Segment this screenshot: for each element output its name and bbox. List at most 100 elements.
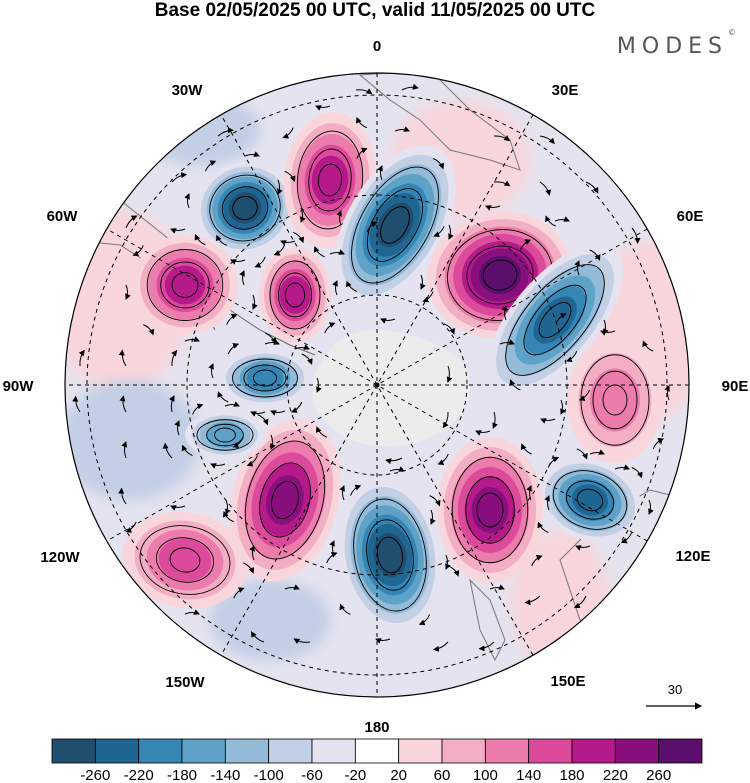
wind-arrow-66: [375, 638, 391, 644]
wind-arrow-12: [277, 179, 283, 195]
wind-vectors: [72, 83, 670, 652]
wind-arrow-146: [524, 595, 541, 606]
colorbar-swatch-2: [138, 738, 183, 764]
wind-arrow-47: [642, 340, 654, 352]
wind-arrow-44: [560, 399, 566, 415]
wind-arrow-89: [246, 455, 258, 467]
wind-arrow-112: [332, 280, 338, 296]
wind-arrow-28: [420, 274, 426, 290]
latitude-circle-outer: [86, 94, 668, 676]
wind-arrow-6: [244, 151, 260, 157]
colorbar-swatch-5: [268, 738, 313, 764]
wind-arrow-27: [443, 323, 455, 335]
wind-arrow-121: [72, 395, 81, 413]
lon-label-0: 0: [373, 38, 381, 55]
wind-arrow-24: [574, 260, 580, 276]
wind-arrow-45: [565, 351, 578, 363]
wind-arrow-31: [545, 215, 557, 227]
lon-label-120w: 120W: [40, 549, 80, 566]
wind-arrow-97: [290, 401, 303, 413]
wind-arrow-51: [537, 521, 549, 533]
wind-arrow-0: [300, 207, 306, 223]
anomaly-negative-15E: [334, 145, 456, 305]
wind-arrow-137: [446, 365, 453, 383]
brand-name: MODES: [616, 34, 728, 59]
wind-arrow-127: [171, 172, 188, 183]
wind-arrow-26: [499, 339, 515, 345]
lon-label-120e: 120E: [675, 548, 710, 565]
wind-arrow-136: [385, 457, 403, 465]
brand-mark: ©: [728, 27, 736, 37]
colorbar-label-4: -100: [254, 767, 284, 783]
anomaly-positive-90E: [567, 337, 663, 463]
wind-arrow-18: [380, 318, 396, 324]
map-disk: [65, 73, 689, 697]
colorbar-label-10: 140: [516, 767, 541, 783]
lon-label-150e: 150E: [550, 673, 585, 690]
wind-arrow-100: [208, 363, 214, 379]
wind-arrow-104: [239, 270, 245, 286]
wind-arrow-29: [433, 226, 445, 238]
wind-arrow-70: [389, 466, 405, 472]
map-title: Base 02/05/2025 00 UTC, valid 11/05/2025…: [154, 0, 596, 21]
wind-arrow-38: [554, 216, 570, 222]
wind-arrow-9: [366, 221, 378, 233]
wind-arrow-69: [349, 484, 362, 496]
wind-arrow-124: [119, 395, 127, 413]
colorbar-label-9: 100: [473, 767, 498, 783]
colorbar-swatch-3: [181, 738, 226, 764]
wind-arrow-40: [664, 385, 670, 401]
wind-arrow-90: [210, 463, 226, 469]
colorbar-label-3: -140: [210, 767, 240, 783]
wind-arrow-8: [377, 165, 383, 181]
reference-vector-label: 30: [668, 682, 682, 697]
lon-label-150w: 150W: [165, 674, 205, 691]
new-zealand-coast: [469, 578, 506, 662]
wind-arrow-122: [125, 215, 138, 229]
wind-arrow-36: [501, 305, 507, 321]
colorbar-label-7: 20: [390, 767, 407, 783]
colorbar: -260 -220 -180 -140 -100 -60 -20 20 60 100 140 180 2…: [51, 738, 703, 783]
wind-arrow-103: [301, 353, 313, 365]
wind-arrow-43: [576, 448, 588, 460]
wind-arrow-33: [578, 389, 591, 401]
wind-arrow-21: [356, 147, 368, 159]
wind-arrow-113: [324, 322, 336, 334]
anomaly-positive-120W: [122, 511, 248, 609]
colorbar-label-12: 220: [603, 767, 628, 783]
wind-arrow-73: [326, 552, 338, 564]
wind-arrow-105: [226, 313, 238, 325]
wind-arrow-53: [547, 456, 560, 468]
anomaly-positive-60W: [132, 235, 238, 335]
lon-label-30e: 30E: [552, 82, 579, 99]
wind-arrow-93: [192, 403, 204, 415]
wind-arrow-95: [257, 414, 269, 426]
lon-label-180: 180: [364, 719, 389, 736]
wind-arrow-13: [282, 127, 294, 139]
anomaly-negative-70E: [486, 243, 624, 397]
wind-arrow-111: [215, 234, 227, 246]
wind-arrow-107: [143, 324, 155, 336]
wind-arrow-144: [539, 135, 555, 145]
anomaly-negative-115E: [538, 458, 642, 542]
map-border: [64, 72, 690, 698]
wind-arrow-119: [313, 245, 325, 258]
colorbar-swatch-14: [658, 738, 703, 764]
wind-arrow-145: [539, 181, 552, 196]
colorbar-swatch-6: [311, 738, 356, 764]
wind-arrow-39: [589, 249, 601, 261]
wind-arrow-16: [448, 224, 454, 240]
wind-arrow-50: [575, 545, 591, 551]
wind-arrow-99: [217, 391, 229, 403]
wind-arrow-87: [222, 510, 234, 523]
colorbar-swatch-0: [51, 738, 96, 764]
wind-arrow-135: [401, 83, 419, 91]
wind-arrow-101: [227, 343, 240, 355]
wind-arrow-86: [170, 505, 186, 511]
wind-arrow-4: [184, 193, 190, 209]
wind-arrow-41: [652, 437, 665, 449]
wind-arrow-10: [329, 249, 345, 255]
colorbar-label-0: -260: [80, 767, 110, 783]
wind-arrow-94: [224, 401, 240, 407]
wind-arrow-11: [293, 231, 305, 244]
